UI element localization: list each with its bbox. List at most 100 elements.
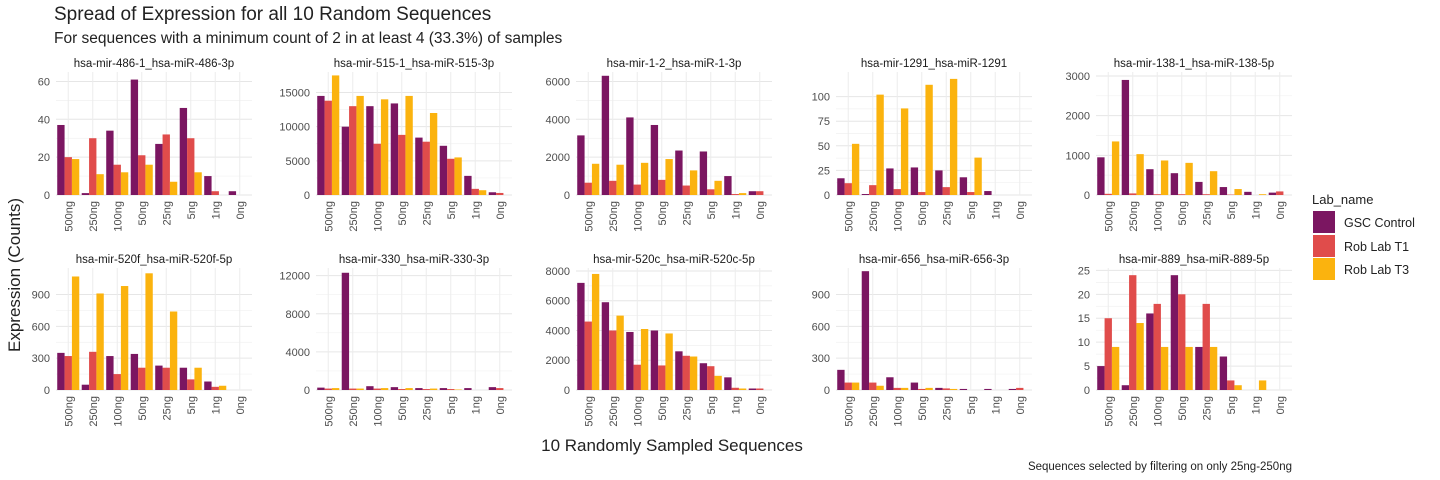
x-tick-label: 1ng — [470, 396, 482, 414]
bar-rob-lab-t3 — [218, 385, 227, 390]
bar-rob-lab-t3 — [616, 164, 624, 195]
bar-gsc-control — [910, 382, 919, 390]
bar-rob-lab-t1 — [1016, 387, 1024, 390]
legend-title: Lab_name — [1312, 192, 1373, 207]
y-tick-label: 0 — [44, 385, 50, 397]
bar-gsc-control — [464, 388, 472, 390]
bar-rob-lab-t1 — [471, 188, 479, 195]
x-tick-label: 1ng — [470, 201, 482, 219]
bar-rob-lab-t3 — [120, 172, 129, 195]
y-tick-label: 40 — [38, 114, 50, 126]
y-tick-label: 0 — [824, 190, 830, 202]
x-tick-label: 5ng — [966, 396, 978, 414]
bar-rob-lab-t1 — [373, 388, 381, 390]
y-tick-label: 100 — [812, 92, 830, 104]
bar-rob-lab-t3 — [1136, 154, 1144, 195]
x-tick-label: 1ng — [990, 201, 1002, 219]
bar-rob-lab-t3 — [665, 333, 673, 390]
y-tick-label: 5000 — [286, 156, 310, 168]
bar-rob-lab-t3 — [714, 375, 722, 390]
y-tick-label: 25 — [818, 165, 830, 177]
bar-gsc-control — [1097, 157, 1105, 195]
bar-rob-lab-t3 — [640, 329, 649, 390]
x-tick-label: 0ng — [1015, 396, 1027, 414]
bar-rob-lab-t1 — [633, 364, 641, 390]
bar-rob-lab-t1 — [633, 184, 641, 195]
y-tick-label: 50 — [818, 141, 830, 153]
y-tick-label: 20 — [38, 152, 50, 164]
bar-rob-lab-t1 — [398, 134, 406, 195]
y-tick-label: 15 — [1078, 313, 1090, 325]
bar-rob-lab-t1 — [162, 134, 170, 195]
x-axis-label: 10 Randomly Sampled Sequences — [541, 436, 803, 455]
bar-gsc-control — [228, 191, 237, 195]
y-tick-label: 8000 — [286, 309, 310, 321]
x-tick-label: 25ng — [1201, 201, 1213, 225]
bar-rob-lab-t3 — [738, 193, 747, 195]
bar-rob-lab-t3 — [949, 78, 958, 195]
x-tick-label: 100ng — [1152, 396, 1164, 427]
y-tick-label: 0 — [564, 385, 570, 397]
y-axis-label: Expression (Counts) — [5, 198, 24, 352]
bar-rob-lab-t3 — [194, 367, 202, 390]
bar-rob-lab-t3 — [925, 84, 933, 195]
bar-rob-lab-t1 — [1104, 193, 1112, 195]
y-tick-label: 8000 — [546, 266, 570, 278]
x-tick-label: 50ng — [397, 201, 409, 225]
x-tick-label: 5ng — [966, 201, 978, 219]
bar-rob-lab-t3 — [591, 273, 600, 390]
bar-rob-lab-t1 — [324, 388, 332, 390]
x-tick-label: 500ng — [843, 396, 855, 427]
chart-caption: Sequences selected by filtering on only … — [1028, 461, 1292, 473]
bar-rob-lab-t3 — [1111, 141, 1120, 195]
y-tick-label: 600 — [32, 321, 50, 333]
bar-rob-lab-t1 — [89, 138, 97, 195]
bar-gsc-control — [317, 95, 325, 195]
panel-hsa-mir-889_hsa-mir-889-5p: hsa-mir-889_hsa-miR-889-5p 0 5 10 15 20 25 500n… — [1078, 254, 1292, 427]
bar-rob-lab-t3 — [1160, 160, 1169, 195]
bar-rob-lab-t3 — [738, 388, 747, 390]
bar-rob-lab-t3 — [1185, 162, 1193, 195]
y-tick-label: 20 — [1078, 289, 1090, 301]
x-tick-label: 0ng — [755, 201, 767, 219]
bar-gsc-control — [577, 135, 585, 195]
panel-hsa-mir-520c_hsa-mir-520c-5p: hsa-mir-520c_hsa-miR-520c-5p 0 2000 4000 600… — [546, 254, 772, 427]
y-tick-label: 2000 — [1066, 111, 1090, 123]
y-tick-label: 10000 — [279, 122, 310, 134]
bar-rob-lab-t1 — [1202, 194, 1210, 195]
bar-rob-lab-t1 — [869, 382, 877, 390]
panel-hsa-mir-1291_hsa-mir-1291: hsa-mir-1291_hsa-miR-1291 0 25 50 75 100 500ng… — [812, 58, 1032, 232]
bar-gsc-control — [415, 137, 423, 195]
x-tick-label: 250ng — [1128, 201, 1140, 232]
bar-gsc-control — [748, 388, 757, 390]
bar-gsc-control — [57, 352, 65, 390]
legend-label-gsc-control: GSC Control — [1344, 216, 1415, 230]
y-tick-label: 0 — [824, 385, 830, 397]
bar-rob-lab-t3 — [169, 181, 178, 195]
panel-hsa-mir-656_hsa-mir-656-3p: hsa-mir-656_hsa-miR-656-3p 0 300 600 900 500n… — [812, 254, 1032, 427]
x-tick-label: 500ng — [63, 396, 75, 427]
bar-rob-lab-t3 — [851, 382, 860, 390]
bar-gsc-control — [748, 191, 757, 195]
bar-rob-lab-t3 — [145, 164, 153, 195]
y-tick-label: 4000 — [546, 114, 570, 126]
x-tick-label: 25ng — [941, 201, 953, 225]
bar-rob-lab-t3 — [1160, 346, 1169, 390]
panel-title: hsa-mir-889_hsa-miR-889-5p — [1119, 254, 1269, 266]
bar-rob-lab-t3 — [454, 157, 462, 195]
x-tick-label: 500ng — [323, 201, 335, 232]
bar-gsc-control — [959, 177, 968, 195]
bar-rob-lab-t3 — [1234, 189, 1242, 195]
x-tick-label: 0ng — [495, 201, 507, 219]
bar-rob-lab-t3 — [429, 388, 438, 390]
bar-rob-lab-t3 — [145, 273, 153, 390]
y-tick-label: 0 — [1084, 385, 1090, 397]
bar-rob-lab-t1 — [584, 321, 592, 390]
bar-gsc-control — [155, 143, 163, 195]
x-tick-label: 5ng — [186, 396, 198, 414]
bar-rob-lab-t1 — [349, 388, 357, 390]
bar-rob-lab-t1 — [942, 388, 950, 390]
x-tick-label: 5ng — [186, 201, 198, 219]
bar-gsc-control — [984, 388, 992, 390]
bar-rob-lab-t1 — [398, 389, 406, 390]
